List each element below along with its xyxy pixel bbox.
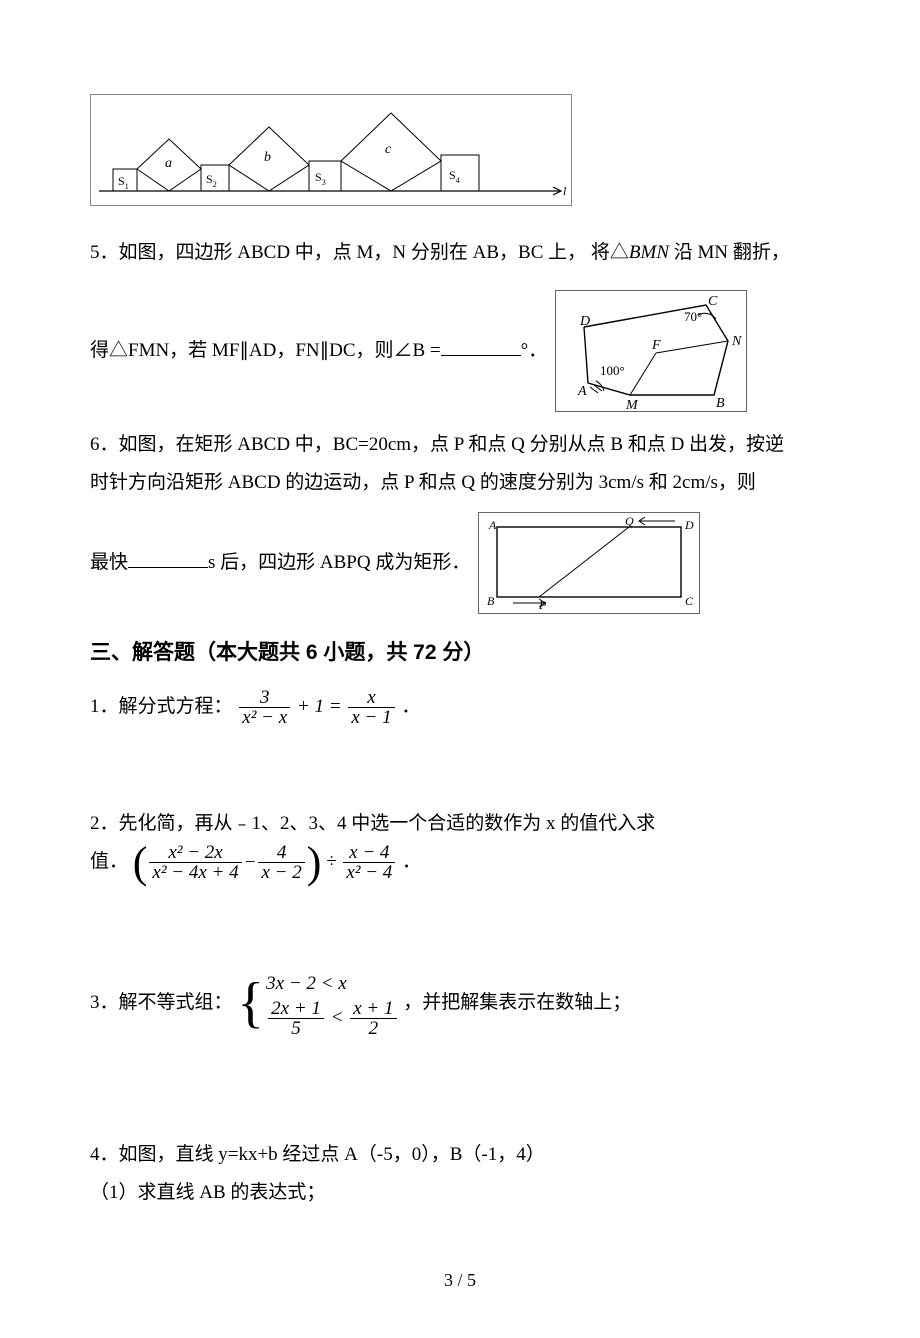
q5-bmn: BMN xyxy=(629,242,669,263)
q6-l3b: s 后，四边形 ABPQ 成为矩形． xyxy=(208,552,470,573)
a-label: a xyxy=(165,156,172,171)
s2-line1: 2．先化简，再从﹣1、2、3、4 中选一个合适的数作为 x 的值代入求 xyxy=(90,805,830,843)
s4-label: S4 xyxy=(449,168,460,185)
lbl-70: 70° xyxy=(684,309,702,324)
s1-frac1: 3x² − x xyxy=(239,688,290,727)
question-6: 6．如图，在矩形 ABCD 中，BC=20cm，点 P 和点 Q 分别从点 B … xyxy=(90,426,830,614)
s2-frac3: x − 4x² − 4 xyxy=(343,843,395,882)
s3-row1: 3x − 2 < x xyxy=(266,970,398,999)
lbl-C2: C xyxy=(685,594,694,608)
s2-tail: ． xyxy=(402,851,421,872)
lbl-B2: B xyxy=(487,594,495,608)
s3-tail: ，并把解集表示在数轴上； xyxy=(403,992,631,1013)
q6-blank[interactable] xyxy=(128,548,208,568)
q5-line2: 得△FMN，若 MF∥AD，FN∥DC，则∠B = °． xyxy=(90,332,547,370)
lbl-F: F xyxy=(651,338,661,353)
solve-q1: 1．解分式方程： 3x² − x + 1 = xx − 1 ． xyxy=(90,688,830,727)
q5-figure: D C N F B M A 70° 100° xyxy=(555,290,747,412)
figure-squares-row: l S1 a S2 b S3 c S4 xyxy=(90,94,830,220)
lbl-D2: D xyxy=(684,518,694,532)
lbl-D: D xyxy=(579,314,590,329)
section-3-heading: 三、解答题（本大题共 6 小题，共 72 分） xyxy=(90,632,830,674)
lbl-C: C xyxy=(708,294,718,309)
q5-l2a: 得△FMN，若 MF∥AD，FN∥DC，则∠B = xyxy=(90,340,441,361)
s1-tail: ． xyxy=(401,696,420,717)
q6-l3a: 最快 xyxy=(90,552,128,573)
lbl-A: A xyxy=(577,384,587,399)
s2-div: ÷ xyxy=(326,851,341,872)
lbl-Q: Q xyxy=(625,514,634,528)
q5-blank[interactable] xyxy=(441,336,521,356)
lbl-B: B xyxy=(716,396,725,411)
squares-svg: l S1 a S2 b S3 c S4 xyxy=(90,94,572,206)
s4-line2: （1）求直线 AB 的表达式； xyxy=(90,1174,830,1212)
lbl-N: N xyxy=(731,334,742,349)
s1-frac2: xx − 1 xyxy=(348,688,394,727)
page-footer: 3 / 5 xyxy=(90,1262,830,1298)
solve-q3: 3．解不等式组： { 3x − 2 < x 2x + 15 < x + 12 ，… xyxy=(90,970,830,1038)
s1-label: S1 xyxy=(118,174,129,191)
lbl-M: M xyxy=(625,398,639,412)
s3-label: 3．解不等式组： xyxy=(90,992,233,1013)
s2-label: 值． xyxy=(90,851,128,872)
solve-q2: 2．先化简，再从﹣1、2、3、4 中选一个合适的数作为 x 的值代入求 值． (… xyxy=(90,805,830,882)
q6-figure: A Q D B P C xyxy=(478,512,700,614)
lbl-P: P xyxy=(538,598,547,612)
q6-line1: 6．如图，在矩形 ABCD 中，BC=20cm，点 P 和点 Q 分别从点 B … xyxy=(90,426,830,464)
s3-system: { 3x − 2 < x 2x + 15 < x + 12 xyxy=(237,970,398,1038)
s2-label: S2 xyxy=(206,172,217,189)
s2-line2: 值． ( x² − 2xx² − 4x + 4 − 4x − 2 ) ÷ x −… xyxy=(90,843,830,882)
q5-mid: 沿 MN 翻折， xyxy=(669,242,790,263)
axis-l: l xyxy=(563,184,567,198)
q6-line3: 最快 s 后，四边形 ABPQ 成为矩形． xyxy=(90,544,470,582)
q5-prefix: 5．如图，四边形 ABCD 中，点 M，N 分别在 AB，BC 上， 将△ xyxy=(90,242,629,263)
q5-l2b: °． xyxy=(521,340,548,361)
lbl-100: 100° xyxy=(600,363,625,378)
s4-line1: 4．如图，直线 y=kx+b 经过点 A（-5，0），B（-1，4） xyxy=(90,1136,830,1174)
s2-paren: ( x² − 2xx² − 4x + 4 − 4x − 2 ) xyxy=(133,843,322,882)
question-5: 5．如图，四边形 ABCD 中，点 M，N 分别在 AB，BC 上， 将△BMN… xyxy=(90,234,830,412)
s3-row2: 2x + 15 < x + 12 xyxy=(266,999,398,1038)
q5-line1: 5．如图，四边形 ABCD 中，点 M，N 分别在 AB，BC 上， 将△BMN… xyxy=(90,234,830,272)
q6-line2: 时针方向沿矩形 ABCD 的边运动，点 P 和点 Q 的速度分别为 3cm/s … xyxy=(90,464,830,502)
lbl-A2: A xyxy=(488,518,497,532)
s1-plus: + 1 = xyxy=(297,696,346,717)
b-label: b xyxy=(264,150,271,165)
s1-label: 1．解分式方程： xyxy=(90,696,233,717)
c-label: c xyxy=(385,142,392,157)
s3-label: S3 xyxy=(315,170,326,187)
solve-q4: 4．如图，直线 y=kx+b 经过点 A（-5，0），B（-1，4） （1）求直… xyxy=(90,1136,830,1212)
